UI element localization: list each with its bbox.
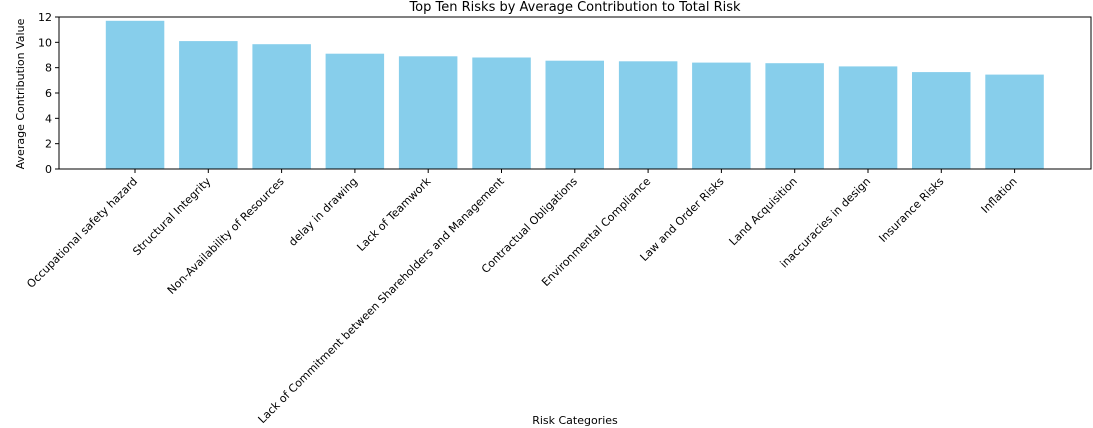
bar-6 (545, 60, 604, 170)
bar-2 (252, 44, 311, 170)
x-tick-label-3: delay in drawing (286, 175, 360, 249)
bar-1 (179, 41, 238, 169)
bar-4 (398, 56, 458, 169)
x-axis-label: Risk Categories (532, 414, 618, 427)
y-tick-label-2: 4 (45, 112, 52, 125)
chart-title: Top Ten Risks by Average Contribution to… (408, 0, 741, 15)
y-tick-label-1: 2 (45, 138, 52, 151)
x-tick-label-2: Non-Availability of Resources (165, 175, 287, 297)
x-tick-label-12: Inflation (979, 175, 1020, 216)
bar-3 (325, 53, 385, 170)
bar-5 (472, 57, 531, 169)
y-tick-label-4: 8 (45, 62, 52, 75)
y-tick-label-5: 10 (38, 36, 52, 49)
y-tick-label-6: 12 (38, 11, 52, 24)
y-tick-label-3: 6 (45, 87, 52, 100)
x-tick-label-11: Insurance Risks (876, 175, 946, 245)
bar-11 (912, 72, 971, 169)
bar-0 (105, 20, 165, 169)
bar-12 (985, 74, 1044, 169)
x-tick-label-0: Occupational safety hazard (24, 175, 140, 291)
y-axis-label: Average Contribution Value (14, 18, 27, 169)
bar-7 (618, 61, 678, 169)
bar-10 (838, 66, 898, 169)
x-tick-label-5: Lack of Commitment between Shareholders … (256, 174, 508, 426)
x-tick-label-1: Structural Integrity (130, 175, 214, 259)
y-tick-label-0: 0 (45, 163, 52, 176)
x-tick-label-8: Law and Order Risks (638, 175, 727, 264)
bar-9 (765, 63, 824, 170)
x-tick-label-4: Lack of Teamwork (354, 174, 433, 253)
bar-8 (692, 62, 751, 169)
x-tick-label-9: Land Acquisition (727, 175, 800, 248)
